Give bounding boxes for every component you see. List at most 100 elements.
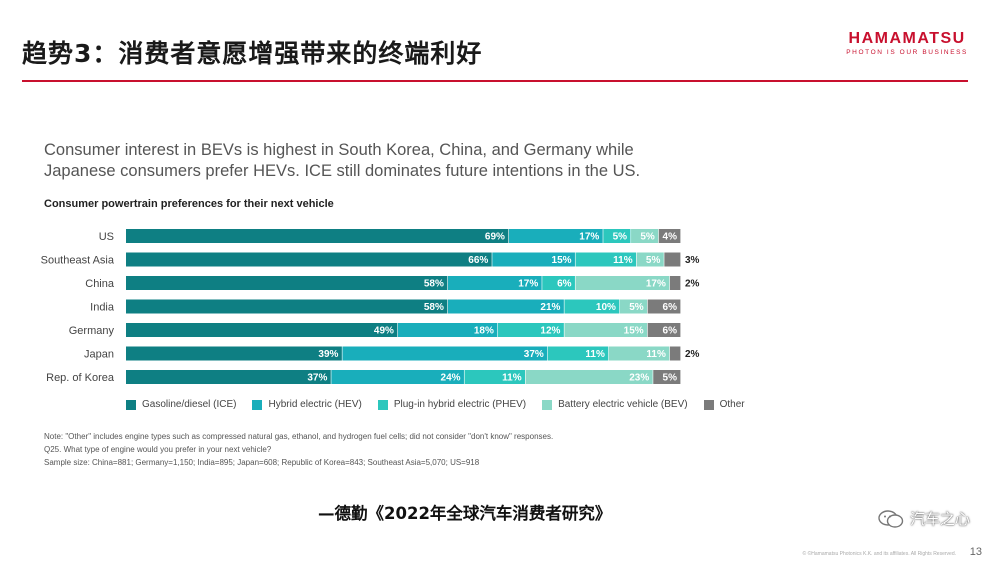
headline-line-1: Consumer interest in BEVs is highest in … <box>44 141 634 159</box>
note-sample-size: Sample size: China=881; Germany=1,150; I… <box>44 458 480 467</box>
bar-rep-of-korea-battery-electric-vehicle-bev <box>525 370 653 384</box>
bar-germany-hybrid-electric-hev <box>397 323 498 337</box>
data-label-india-battery-electric-vehicle-bev: 5% <box>629 302 644 313</box>
category-label-rep-of-korea: Rep. of Korea <box>46 372 115 384</box>
data-label-southeast-asia-gasoline-diesel-ice: 66% <box>468 255 488 266</box>
bar-china-other <box>669 276 681 290</box>
data-label-germany-gasoline-diesel-ice: 49% <box>374 326 394 337</box>
data-label-germany-plug-in-hybrid-electric-phev: 12% <box>540 326 560 337</box>
data-label-germany-other: 6% <box>663 326 678 337</box>
bar-germany-plug-in-hybrid-electric-phev <box>497 323 564 337</box>
logo-wordmark: HAMAMATSU <box>848 30 966 47</box>
chart-notes: Note: "Other" includes engine types such… <box>44 430 553 469</box>
legend-item-hybrid-electric-hev: Hybrid electric (HEV) <box>252 399 362 410</box>
legend-label: Other <box>719 399 745 410</box>
data-label-india-plug-in-hybrid-electric-phev: 10% <box>596 302 616 313</box>
legend-item-gasoline-diesel-ice: Gasoline/diesel (ICE) <box>126 399 236 410</box>
watermark-text: 汽车之心 <box>909 510 970 528</box>
data-label-us-other: 4% <box>663 232 678 243</box>
title-divider <box>22 80 968 82</box>
bar-southeast-asia-gasoline-diesel-ice <box>126 252 492 267</box>
category-label-china: China <box>85 278 115 290</box>
copyright-notice: © ©Hamamatsu Photonics K.K. and its affi… <box>802 551 956 557</box>
bar-southeast-asia-plug-in-hybrid-electric-phev <box>575 252 636 267</box>
legend-label: Plug-in hybrid electric (PHEV) <box>393 399 527 410</box>
category-label-us: US <box>99 231 114 243</box>
legend-label: Battery electric vehicle (BEV) <box>558 399 688 410</box>
legend-label: Gasoline/diesel (ICE) <box>142 399 237 410</box>
data-label-southeast-asia-hybrid-electric-hev: 15% <box>552 255 572 266</box>
data-label-us-hybrid-electric-hev: 17% <box>579 232 599 243</box>
data-label-germany-hybrid-electric-hev: 18% <box>474 326 494 337</box>
bar-germany-other <box>647 323 681 337</box>
bar-rep-of-korea-hybrid-electric-hev <box>331 370 464 384</box>
bar-india-plug-in-hybrid-electric-phev <box>564 299 620 314</box>
data-label-china-battery-electric-vehicle-bev: 17% <box>646 279 666 290</box>
category-label-india: India <box>90 302 115 314</box>
bar-southeast-asia-hybrid-electric-hev <box>492 252 575 267</box>
bar-us-gasoline-diesel-ice <box>126 229 509 243</box>
data-label-rep-of-korea-battery-electric-vehicle-bev: 23% <box>629 373 649 384</box>
data-label-china-plug-in-hybrid-electric-phev: 6% <box>557 279 572 290</box>
data-label-germany-battery-electric-vehicle-bev: 15% <box>624 326 644 337</box>
legend-swatch <box>377 399 388 410</box>
bar-germany-gasoline-diesel-ice <box>126 323 398 337</box>
wechat-icon <box>878 509 904 528</box>
chart-title: Consumer powertrain preferences for thei… <box>44 198 334 210</box>
bar-rep-of-korea-gasoline-diesel-ice <box>126 370 331 384</box>
data-label-india-other: 6% <box>663 302 678 313</box>
bar-rep-of-korea-other <box>653 370 681 384</box>
legend-item-plug-in-hybrid-electric-phev: Plug-in hybrid electric (PHEV) <box>377 399 527 410</box>
data-label-japan-gasoline-diesel-ice: 39% <box>318 349 338 360</box>
bar-japan-battery-electric-vehicle-bev <box>608 346 670 361</box>
category-label-germany: Germany <box>69 325 115 337</box>
bar-china-gasoline-diesel-ice <box>126 276 448 290</box>
bar-southeast-asia-other <box>664 252 681 267</box>
data-label-us-battery-electric-vehicle-bev: 5% <box>640 232 655 243</box>
data-label-china-hybrid-electric-hev: 17% <box>518 279 538 290</box>
data-label-southeast-asia-other: 3% <box>685 255 700 266</box>
logo-tagline: PHOTON IS OUR BUSINESS <box>846 49 968 56</box>
data-label-rep-of-korea-hybrid-electric-hev: 24% <box>441 373 461 384</box>
bar-germany-battery-electric-vehicle-bev <box>564 323 648 337</box>
bar-southeast-asia-battery-electric-vehicle-bev <box>636 252 664 267</box>
legend-swatch <box>126 399 136 410</box>
note-question: Q25. What type of engine would you prefe… <box>44 445 272 454</box>
bar-china-battery-electric-vehicle-bev <box>575 276 670 290</box>
data-label-china-gasoline-diesel-ice: 58% <box>424 279 444 290</box>
data-label-japan-plug-in-hybrid-electric-phev: 11% <box>585 349 605 360</box>
bar-india-other <box>647 299 681 314</box>
data-label-rep-of-korea-other: 5% <box>663 373 678 384</box>
bar-india-gasoline-diesel-ice <box>126 299 448 314</box>
bar-rep-of-korea-plug-in-hybrid-electric-phev <box>464 370 525 384</box>
bar-japan-plug-in-hybrid-electric-phev <box>547 346 609 361</box>
category-label-japan: Japan <box>84 349 114 361</box>
legend-item-other: Other <box>703 399 745 410</box>
bar-japan-hybrid-electric-hev <box>342 346 548 361</box>
hamamatsu-logo: HAMAMATSU PHOTON IS OUR BUSINESS <box>846 30 968 56</box>
bar-us-other <box>658 229 681 243</box>
note-other-definition: Note: "Other" includes engine types such… <box>44 432 554 441</box>
legend-label: Hybrid electric (HEV) <box>268 399 362 410</box>
slide-title: 趋势3：消费者意愿增强带来的终端利好 <box>22 39 483 68</box>
legend-swatch <box>252 399 263 410</box>
bar-us-plug-in-hybrid-electric-phev <box>603 229 631 243</box>
legend-item-battery-electric-vehicle-bev: Battery electric vehicle (BEV) <box>542 399 688 410</box>
data-label-china-other: 2% <box>685 279 700 290</box>
data-label-japan-battery-electric-vehicle-bev: 11% <box>646 349 666 360</box>
bar-india-battery-electric-vehicle-bev <box>619 299 648 314</box>
data-label-japan-other: 2% <box>685 349 700 360</box>
bar-us-hybrid-electric-hev <box>508 229 603 243</box>
bar-india-hybrid-electric-hev <box>447 299 564 314</box>
data-label-japan-hybrid-electric-hev: 37% <box>524 349 544 360</box>
data-label-southeast-asia-plug-in-hybrid-electric-phev: 11% <box>613 255 633 266</box>
data-label-us-gasoline-diesel-ice: 69% <box>485 232 505 243</box>
chart-legend: Gasoline/diesel (ICE) Hybrid electric (HE… <box>126 399 745 410</box>
bar-us-battery-electric-vehicle-bev <box>631 229 659 243</box>
bar-japan-other <box>669 346 681 361</box>
data-label-us-plug-in-hybrid-electric-phev: 5% <box>613 232 628 243</box>
data-label-india-gasoline-diesel-ice: 58% <box>424 302 444 313</box>
legend-swatch <box>542 399 553 410</box>
headline-line-2: Japanese consumers prefer HEVs. ICE stil… <box>44 162 641 180</box>
